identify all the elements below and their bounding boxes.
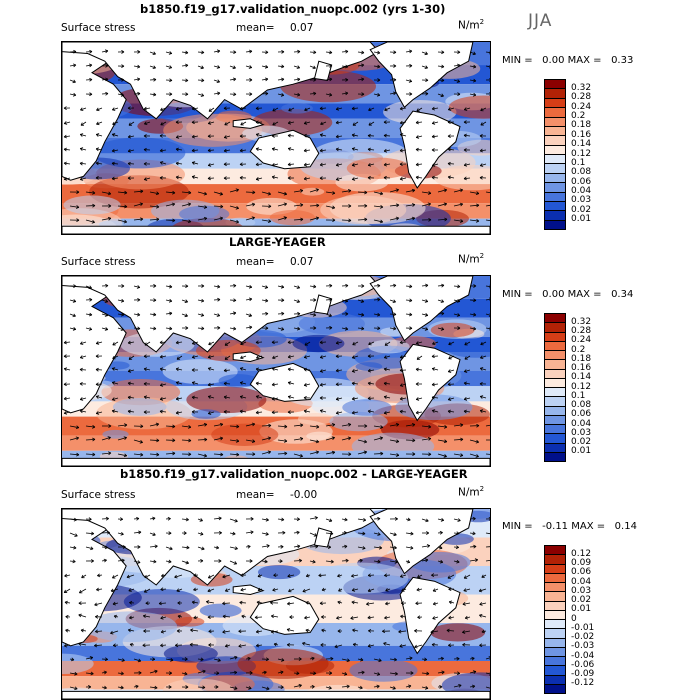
colorbar-tick-label: 0.16 [571,129,592,140]
colorbar-tick-label: 0.16 [571,363,592,373]
colorbar-tick-label: 0.1 [571,157,586,168]
panel-3-mean-label: mean= [236,489,275,501]
colorbar-tick-label: 0.02 [571,204,592,215]
colorbar-tick-label: -0.12 [571,678,595,689]
colorbar-tick-label: -0.02 [571,632,595,642]
colorbar-tick-label: 0.03 [571,585,592,596]
colorbar-tick-label: 0.04 [571,418,592,429]
panel-1-unit: N/m2 [458,18,485,32]
colorbar-tick-label: 0.18 [571,353,592,364]
colorbar-tick-label: 0.24 [571,335,592,346]
panel-2-map-svg [62,276,490,466]
panel-3-mean-value: -0.00 [290,489,318,501]
colorbar-tick-label: -0.03 [571,641,595,652]
panel-2-colorbar: 0.32 0.28 0.24 0.2 0.18 0.16 0.14 0.12 0.1 0.08 0.… [544,313,604,462]
colorbar-tick-label: 0.02 [571,595,592,605]
colorbar-swatch [544,451,566,462]
colorbar-tick-label: -0.06 [571,659,595,670]
colorbar-swatch [544,219,566,230]
colorbar-tick-label: 0.04 [571,576,592,587]
colorbar-tick-label: 0.04 [571,186,592,196]
panel-1-mean-value: 0.07 [290,22,314,34]
colorbar-tick-label: 0.2 [571,111,586,121]
colorbar-tick-label: 0.03 [571,427,592,438]
colorbar-tick-label: 0.01 [571,214,592,225]
colorbar-tick-label: -0.09 [571,669,595,679]
panel-1-map [61,41,491,235]
panel-3-minmax: MIN = -0.11 MAX = 0.14 [502,521,637,532]
panel-2-map [61,275,491,467]
colorbar-tick-label: 0.12 [571,148,592,159]
panel-2-mean-label: mean= [236,256,275,268]
colorbar-tick-label: -0.01 [571,622,595,633]
colorbar-tick-label: 0.12 [571,548,592,559]
colorbar-tick-label: 0.14 [571,139,592,150]
colorbar-tick-label: 0.18 [571,120,592,131]
colorbar-tick-label: 0.01 [571,446,592,457]
colorbar-tick-label: 0.24 [571,101,592,112]
panel-2-minmax: MIN = 0.00 MAX = 0.34 [502,289,634,300]
panel-2-field-label: Surface stress [61,256,136,268]
panel-3-map [61,508,491,700]
panel-3-title: b1850.f19_g17.validation_nuopc.002 - LAR… [120,467,468,481]
colorbar-tick-label: 0.03 [571,195,592,206]
colorbar-tick-label: 0.1 [571,390,586,401]
panel-3-unit: N/m2 [458,485,485,499]
colorbar-tick-label: 0.28 [571,326,592,336]
colorbar-tick-label: 0.32 [571,82,592,93]
panel-3-colorbar: 0.12 0.09 0.06 0.04 0.03 0.02 0.01 0 -0.01 -0.02-… [544,545,604,694]
colorbar-tick-label: 0.06 [571,176,592,187]
colorbar-tick-label: 0.2 [571,344,586,355]
panel-2-unit: N/m2 [458,252,485,266]
colorbar-tick-label: 0 [571,613,577,624]
panel-1-mean-label: mean= [236,22,275,34]
panel-1-map-svg [62,42,490,234]
colorbar-tick-label: 0.06 [571,567,592,578]
panel-2-mean-value: 0.07 [290,256,314,268]
colorbar-tick-label: 0.08 [571,400,592,410]
colorbar-tick-label: 0.01 [571,604,592,615]
panel-3-map-svg [62,509,490,699]
colorbar-tick-label: 0.06 [571,409,592,420]
colorbar-swatch [544,683,566,694]
colorbar-tick-label: 0.02 [571,437,592,447]
panel-2-title: LARGE-YEAGER [229,235,326,249]
colorbar-tick-label: 0.28 [571,92,592,103]
colorbar-tick-label: 0.08 [571,167,592,178]
panel-1-minmax: MIN = 0.00 MAX = 0.33 [502,55,634,66]
colorbar-tick-label: 0.14 [571,372,592,383]
colorbar-tick-label: 0.12 [571,381,592,392]
season-label: JJA [528,11,553,31]
colorbar-tick-label: 0.09 [571,558,592,568]
colorbar-tick-label: -0.04 [571,650,595,661]
panel-1-title: b1850.f19_g17.validation_nuopc.002 (yrs … [140,2,446,16]
panel-3-field-label: Surface stress [61,489,136,501]
colorbar-tick-label: 0.32 [571,316,592,327]
panel-1-colorbar: 0.32 0.28 0.24 0.2 0.18 0.16 0.14 0.12 0.1 0.08 0.… [544,79,604,230]
panel-1-field-label: Surface stress [61,22,136,34]
